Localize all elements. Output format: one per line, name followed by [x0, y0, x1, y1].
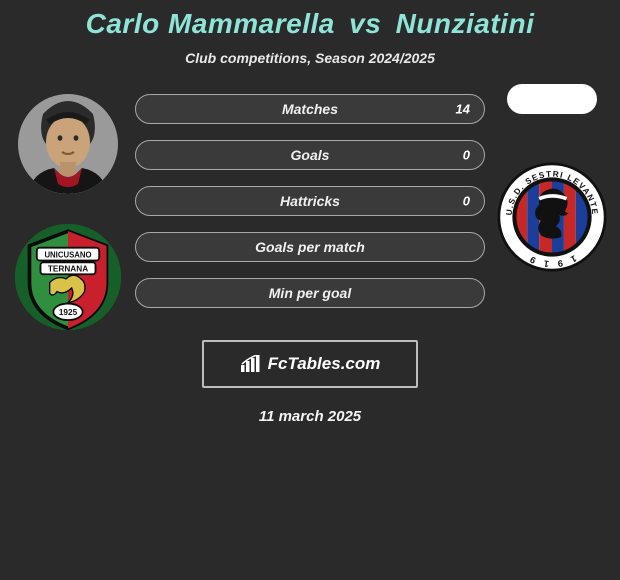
bar-chart-icon [240, 355, 262, 373]
title-vs: vs [349, 8, 381, 39]
stat-right-value: 0 [463, 194, 470, 209]
comparison-body: UNICUSANO TERNANA 1925 [0, 94, 620, 425]
date: 11 march 2025 [0, 408, 620, 425]
stats-list: Matches 14 Goals 0 Hattricks 0 Goals per… [135, 94, 485, 308]
player1-team-crest: UNICUSANO TERNANA 1925 [13, 222, 123, 332]
stat-label: Matches [282, 101, 338, 117]
stat-label: Hattricks [280, 193, 340, 209]
player1-column: UNICUSANO TERNANA 1925 [8, 94, 128, 332]
svg-text:UNICUSANO: UNICUSANO [44, 250, 91, 259]
stat-label: Goals [291, 147, 330, 163]
player2-column: U.S.D. SESTRI LEVANTE 1 9 1 9 ★ ★ [492, 84, 612, 272]
stat-row-min-per-goal: Min per goal [135, 278, 485, 308]
stat-row-hattricks: Hattricks 0 [135, 186, 485, 216]
title-player2: Nunziatini [396, 8, 535, 39]
stat-row-goals: Goals 0 [135, 140, 485, 170]
subtitle: Club competitions, Season 2024/2025 [0, 50, 620, 66]
stat-right-value: 0 [463, 148, 470, 163]
comparison-card: Carlo Mammarella vs Nunziatini Club comp… [0, 0, 620, 425]
svg-text:TERNANA: TERNANA [48, 265, 88, 274]
stat-row-goals-per-match: Goals per match [135, 232, 485, 262]
player2-avatar-placeholder [507, 84, 597, 114]
stat-label: Min per goal [269, 285, 351, 301]
brand-box: FcTables.com [202, 340, 418, 388]
page-title: Carlo Mammarella vs Nunziatini [0, 8, 620, 40]
stat-row-matches: Matches 14 [135, 94, 485, 124]
stat-label: Goals per match [255, 239, 365, 255]
title-player1: Carlo Mammarella [86, 8, 335, 39]
stat-right-value: 14 [456, 102, 470, 117]
player1-avatar [18, 94, 118, 194]
brand-text: FcTables.com [268, 354, 381, 374]
svg-text:1925: 1925 [59, 308, 78, 317]
player2-team-crest: U.S.D. SESTRI LEVANTE 1 9 1 9 ★ ★ [497, 162, 607, 272]
